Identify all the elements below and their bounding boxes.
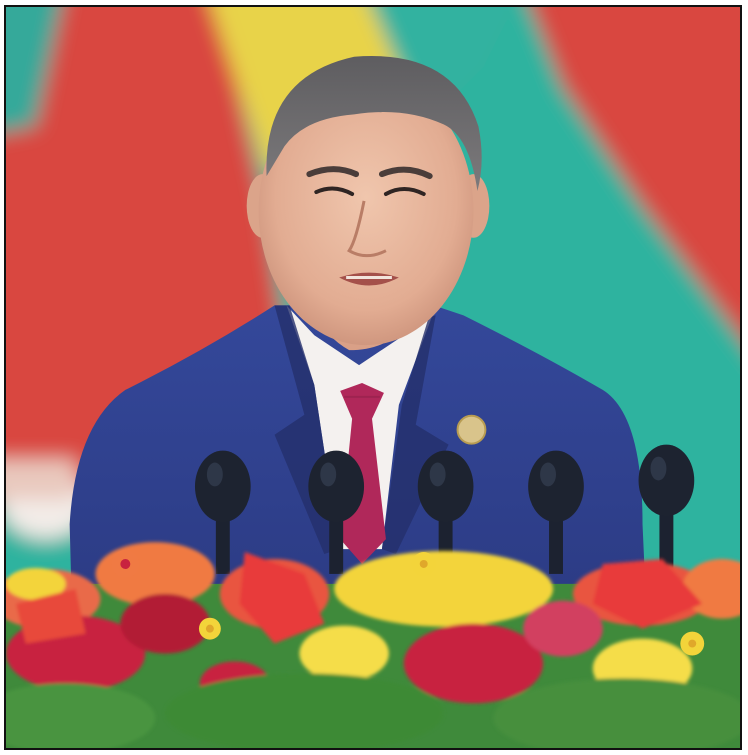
floral-arrangement: [6, 542, 740, 748]
microphone-icon: [638, 444, 695, 574]
flower-icon: [198, 617, 221, 640]
flower-icon: [680, 631, 705, 656]
lapel-pin-icon: [456, 414, 487, 445]
flower-icon: [111, 550, 140, 578]
photo-frame: [4, 5, 742, 750]
face: [258, 76, 474, 346]
microphone-icon: [194, 450, 251, 574]
microphone-row: [194, 444, 695, 574]
flower-icon: [411, 552, 436, 576]
podium-speaker-photo: [6, 7, 740, 748]
microphone-icon: [308, 450, 365, 574]
microphone-icon: [528, 450, 584, 574]
hair: [266, 56, 482, 192]
necktie: [340, 382, 386, 564]
